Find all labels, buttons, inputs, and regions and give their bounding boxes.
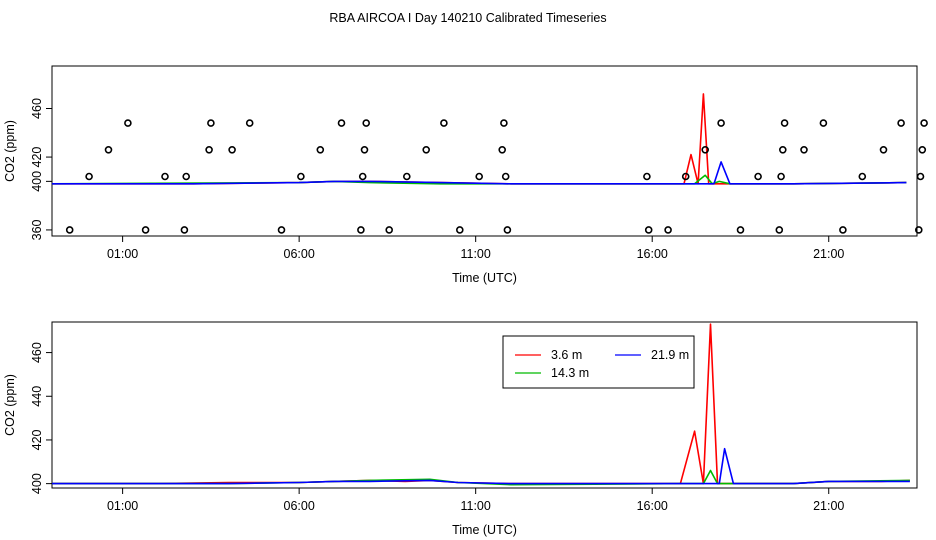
top-y-axis: 360 400 420 460 bbox=[30, 98, 52, 240]
scatter-point bbox=[455, 226, 464, 234]
series-line-0 bbox=[52, 93, 907, 185]
scatter-point bbox=[362, 119, 371, 127]
top-y-axis-label: CO2 (ppm) bbox=[3, 120, 17, 182]
legend-box bbox=[502, 335, 695, 389]
scatter-point bbox=[104, 146, 113, 154]
scatter-point bbox=[498, 146, 507, 154]
series-line-2 bbox=[52, 447, 910, 485]
top-panel: 360 400 420 460 01:00 06:00 11:00 16:00 21:00 C… bbox=[3, 65, 928, 285]
scatter-point bbox=[422, 146, 431, 154]
y-tick-label: 420 bbox=[30, 147, 44, 168]
scatter-point bbox=[778, 146, 787, 154]
top-plot-frame bbox=[51, 65, 918, 237]
figure-title: RBA AIRCOA I Day 140210 Calibrated Times… bbox=[329, 11, 606, 25]
scatter-point bbox=[316, 146, 325, 154]
y-tick-label: 360 bbox=[30, 219, 44, 240]
top-x-axis: 01:00 06:00 11:00 16:00 21:00 bbox=[107, 236, 844, 261]
legend-label-21-9m: 21.9 m bbox=[651, 348, 689, 362]
x-tick-label: 21:00 bbox=[813, 499, 844, 513]
scatter-point bbox=[360, 146, 369, 154]
top-scatter-points bbox=[65, 119, 928, 234]
top-x-axis-label: Time (UTC) bbox=[452, 271, 517, 285]
legend-label-3-6m: 3.6 m bbox=[551, 348, 582, 362]
scatter-point bbox=[777, 172, 785, 181]
scatter-point bbox=[775, 226, 784, 234]
series-line-0 bbox=[52, 323, 910, 485]
y-tick-label: 460 bbox=[30, 98, 44, 119]
scatter-point bbox=[858, 172, 867, 181]
scatter-point bbox=[385, 226, 394, 234]
scatter-point bbox=[879, 146, 888, 154]
scatter-point bbox=[205, 146, 213, 154]
scatter-point bbox=[277, 226, 286, 234]
scatter-point bbox=[780, 119, 789, 127]
y-tick-label: 460 bbox=[30, 342, 44, 363]
scatter-point bbox=[643, 172, 651, 181]
scatter-point bbox=[920, 119, 928, 127]
scatter-point bbox=[161, 172, 169, 181]
scatter-point bbox=[701, 146, 710, 154]
legend: 3.6 m 14.3 m 21.9 m bbox=[502, 335, 695, 389]
bottom-panel: 400 420 440 460 01:00 06:00 11:00 16:00 21:00 C… bbox=[3, 321, 918, 537]
y-tick-label: 400 bbox=[30, 473, 44, 494]
scatter-point bbox=[916, 172, 925, 181]
scatter-point bbox=[182, 172, 190, 181]
scatter-point bbox=[500, 119, 508, 127]
scatter-point bbox=[357, 226, 365, 234]
scatter-point bbox=[207, 119, 215, 127]
scatter-point bbox=[644, 226, 653, 234]
x-tick-label: 16:00 bbox=[637, 247, 668, 261]
x-tick-label: 01:00 bbox=[107, 247, 138, 261]
series-line-2 bbox=[52, 161, 907, 185]
scatter-point bbox=[85, 172, 93, 181]
scatter-point bbox=[914, 226, 923, 234]
bottom-y-axis-label: CO2 (ppm) bbox=[3, 374, 17, 436]
scatter-point bbox=[475, 172, 484, 181]
scatter-point bbox=[124, 119, 132, 127]
top-series-lines bbox=[51, 93, 907, 185]
x-tick-label: 16:00 bbox=[637, 499, 668, 513]
scatter-point bbox=[141, 226, 150, 234]
scatter-point bbox=[501, 172, 510, 181]
bottom-series-lines bbox=[52, 323, 910, 486]
y-tick-label: 440 bbox=[30, 386, 44, 407]
scatter-point bbox=[440, 119, 448, 127]
bottom-x-axis: 01:00 06:00 11:00 16:00 21:00 bbox=[107, 488, 844, 513]
scatter-point bbox=[65, 226, 74, 234]
scatter-point bbox=[754, 172, 762, 181]
scatter-point bbox=[918, 146, 927, 154]
scatter-point bbox=[819, 119, 828, 127]
scatter-point bbox=[897, 119, 905, 127]
scatter-point bbox=[800, 146, 808, 154]
x-tick-label: 01:00 bbox=[107, 499, 138, 513]
bottom-y-axis: 400 420 440 460 bbox=[30, 342, 52, 494]
scatter-point bbox=[358, 172, 367, 181]
scatter-point bbox=[717, 119, 725, 127]
y-tick-label: 420 bbox=[30, 429, 44, 450]
x-tick-label: 06:00 bbox=[284, 499, 315, 513]
y-tick-label: 400 bbox=[30, 171, 44, 192]
legend-label-14-3m: 14.3 m bbox=[551, 366, 589, 380]
bottom-x-axis-label: Time (UTC) bbox=[452, 523, 517, 537]
scatter-point bbox=[245, 119, 254, 127]
bottom-plot-frame bbox=[51, 321, 918, 489]
scatter-point bbox=[402, 172, 411, 181]
x-tick-label: 11:00 bbox=[460, 499, 490, 513]
scatter-point bbox=[180, 226, 189, 234]
x-tick-label: 21:00 bbox=[813, 247, 844, 261]
scatter-point bbox=[664, 226, 672, 234]
scatter-point bbox=[337, 119, 346, 127]
x-tick-label: 11:00 bbox=[460, 247, 490, 261]
scatter-point bbox=[228, 146, 236, 154]
scatter-point bbox=[503, 226, 512, 234]
scatter-point bbox=[297, 172, 305, 181]
scatter-point bbox=[736, 226, 745, 234]
x-tick-label: 06:00 bbox=[284, 247, 315, 261]
scatter-point bbox=[839, 226, 847, 234]
scatter-point bbox=[681, 172, 690, 181]
